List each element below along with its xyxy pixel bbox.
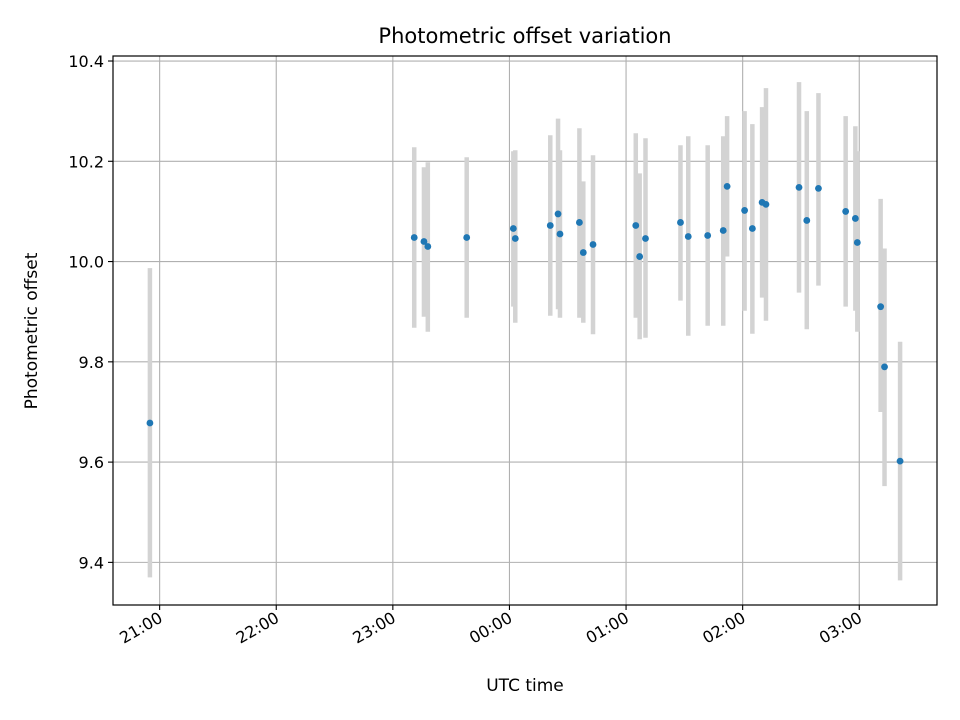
data-point (719, 227, 727, 234)
data-point (546, 222, 554, 229)
data-point (636, 253, 644, 260)
data-point (146, 419, 154, 427)
data-point (556, 230, 564, 238)
data-points (146, 182, 904, 465)
y-tick-label: 10.4 (68, 52, 104, 71)
y-tick-label: 10.0 (68, 253, 104, 272)
data-point (684, 233, 692, 240)
data-point (851, 215, 859, 222)
data-point (576, 219, 583, 226)
y-tick-label: 9.6 (79, 453, 104, 472)
data-point (896, 457, 904, 465)
plot-frame (112, 55, 938, 606)
data-point (511, 235, 519, 242)
data-point (741, 207, 749, 214)
y-tick-label: 10.2 (68, 152, 104, 171)
data-point (410, 234, 418, 241)
data-point (815, 184, 822, 192)
data-point (463, 234, 471, 241)
data-point (632, 222, 640, 229)
data-point (642, 235, 649, 242)
data-point (677, 219, 684, 226)
y-axis-ticks: 9.4 9.6 9.8 10.0 10.2 10.4 (68, 52, 113, 572)
data-point (420, 238, 428, 245)
data-point (589, 241, 597, 248)
data-point (762, 201, 770, 208)
y-tick-label: 9.8 (79, 353, 104, 372)
data-point (748, 225, 756, 232)
chart-title: Photometric offset variation (378, 24, 671, 48)
data-point (795, 183, 803, 191)
data-point (554, 210, 562, 218)
data-point (723, 182, 731, 190)
data-point (877, 303, 885, 311)
data-point (853, 239, 861, 246)
data-point (704, 232, 712, 239)
data-point (424, 243, 432, 250)
y-axis-label: Photometric offset (22, 252, 42, 409)
data-point (579, 249, 587, 256)
data-point (803, 217, 811, 224)
data-point (842, 208, 850, 215)
y-tick-label: 9.4 (79, 553, 104, 572)
x-axis-label: UTC time (486, 676, 564, 696)
data-point (881, 363, 888, 371)
data-point (509, 225, 517, 232)
